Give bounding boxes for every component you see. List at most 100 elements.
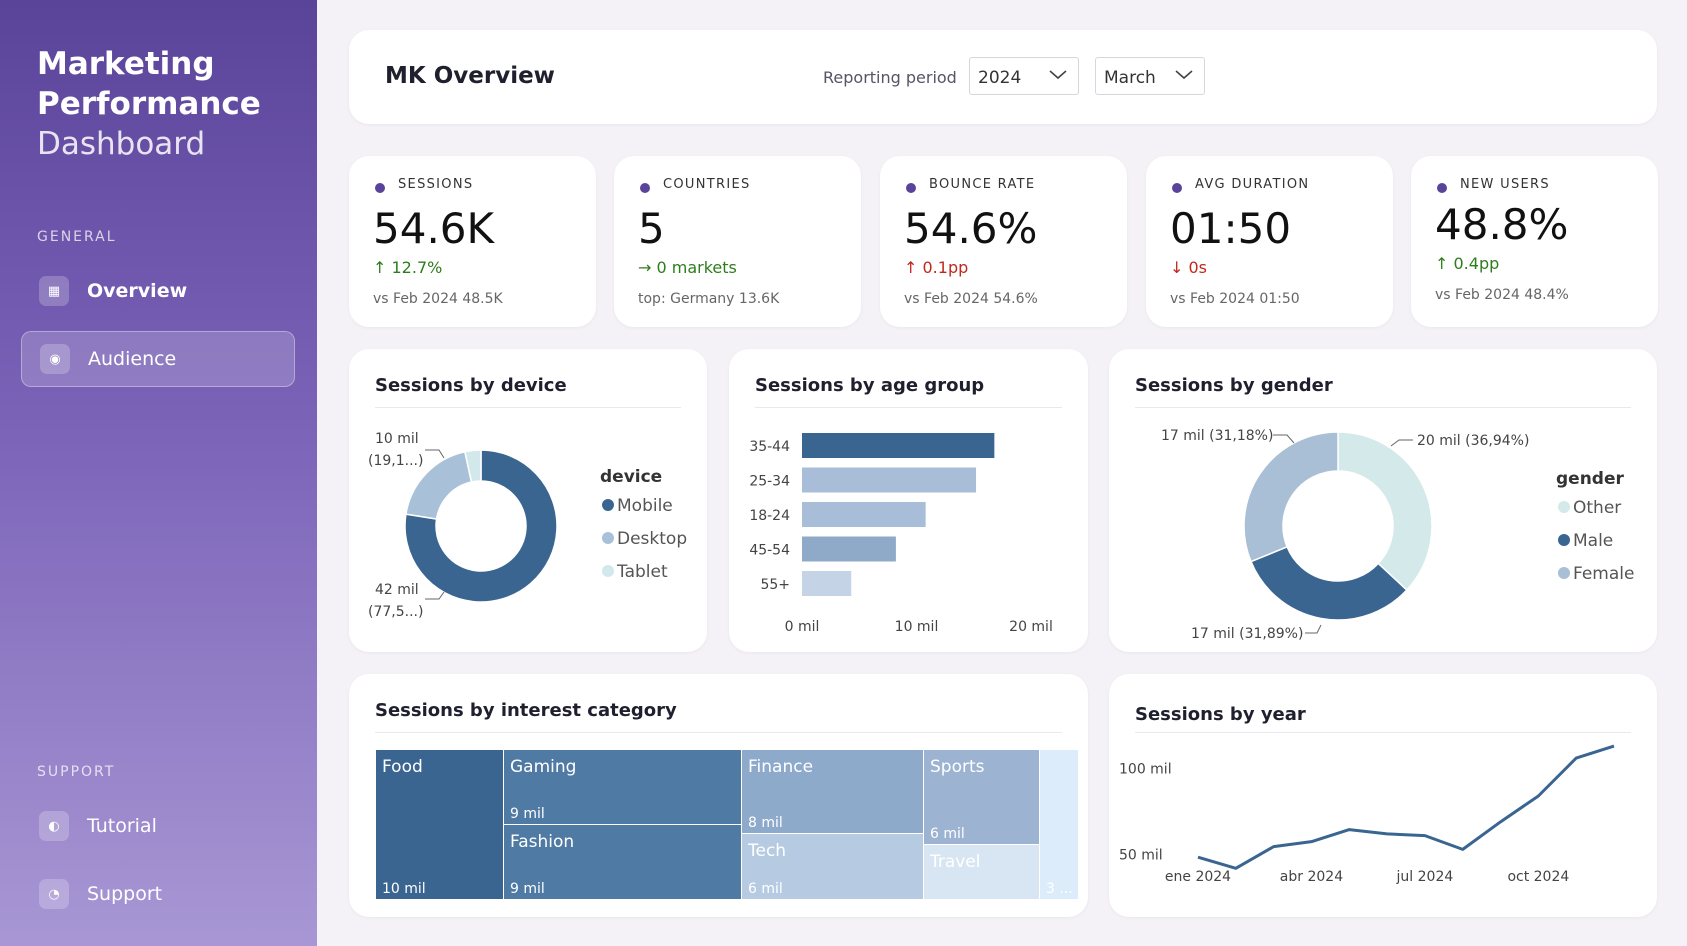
- divider: [375, 407, 681, 408]
- interest-chart-card: Sessions by interest category Food 10 mil…: [349, 674, 1088, 917]
- leader-line: [1305, 624, 1322, 634]
- legend-item-tablet: Tablet: [616, 562, 668, 582]
- kpi-value: 01:50: [1170, 204, 1292, 253]
- kpi-label: NEW USERS: [1460, 177, 1550, 192]
- age-bar-chart: 35-44 25-34 18-24 45-54 55+ 0 mil 10 mil 20 mil: [749, 433, 1053, 635]
- header-card: MK Overview Reporting period 2024 March: [349, 30, 1657, 124]
- y-tick-label: 50 mil: [1119, 848, 1163, 864]
- sidebar-item-tutorial[interactable]: ◐ Tutorial: [21, 798, 295, 854]
- sidebar-item-label: Audience: [88, 348, 177, 370]
- month-select-value: March: [1104, 68, 1156, 88]
- kpi-subtext: vs Feb 2024 48.5K: [373, 291, 503, 307]
- kpi-card-countries: COUNTRIES 5 → 0 markets top: Germany 13.…: [614, 156, 861, 327]
- sidebar-item-label: Tutorial: [87, 815, 157, 837]
- divider: [755, 407, 1062, 408]
- kpi-delta: → 0 markets: [638, 258, 737, 277]
- year-chart-card: Sessions by year 100 mil 50 mil ene 2024 ab…: [1109, 674, 1657, 917]
- gender-chart-card: Sessions by gender 20 mil (36,94%) 17 mil…: [1109, 349, 1657, 652]
- kpi-card-new-users: NEW USERS 48.8% ↑ 0.4pp vs Feb 2024 48.4…: [1411, 156, 1658, 327]
- kpi-delta: ↑ 0.4pp: [1435, 254, 1500, 273]
- treemap-value: 9 mil: [510, 806, 545, 822]
- legend-item-female: Female: [1573, 564, 1634, 584]
- sidebar-item-support[interactable]: ◔ Support: [21, 866, 295, 922]
- treemap-cell-fashion: [504, 825, 741, 899]
- chart-title: Sessions by gender: [1135, 375, 1333, 396]
- treemap-cell-travel: [924, 845, 1039, 899]
- kpi-label: BOUNCE RATE: [929, 177, 1036, 192]
- data-label: (19,1...): [368, 453, 423, 469]
- brand-title: Marketing Performance Dashboard: [37, 44, 261, 164]
- treemap-cell-tech: [742, 834, 923, 899]
- donut-slice-male: [1250, 545, 1408, 621]
- donut-slice-tablet: [463, 449, 482, 483]
- half-circle-icon: ◐: [39, 811, 69, 841]
- month-select[interactable]: March: [1095, 57, 1205, 95]
- treemap-value: 6 mil: [748, 881, 783, 897]
- y-tick-label: 100 mil: [1119, 761, 1172, 777]
- kpi-card-bounce-rate: BOUNCE RATE 54.6% ↑ 0.1pp vs Feb 2024 54…: [880, 156, 1127, 327]
- kpi-value: 54.6%: [904, 204, 1038, 253]
- divider: [1135, 732, 1631, 733]
- bar-35-44: [802, 433, 995, 458]
- bullet-icon: [375, 183, 385, 193]
- reporting-period-label: Reporting period: [823, 68, 957, 87]
- bullet-icon: [640, 183, 650, 193]
- gender-donut-chart: 20 mil (36,94%) 17 mil (31,89%) 17 mil (31…: [1161, 428, 1634, 642]
- device-donut-chart: 42 mil (77,5...) 10 mil (19,1...) device Mobi…: [368, 431, 687, 620]
- treemap-value: 10 mil: [382, 881, 426, 897]
- data-label: 42 mil: [375, 582, 419, 598]
- sidebar-item-overview[interactable]: ▦ Overview: [21, 263, 295, 319]
- device-chart-card: Sessions by device 42 mil (77,5...) 10 mil…: [349, 349, 707, 652]
- data-label: 10 mil: [375, 431, 419, 447]
- treemap-cell-sports: [924, 750, 1039, 844]
- page-title: MK Overview: [385, 63, 555, 89]
- bullet-icon: [1172, 183, 1182, 193]
- legend-item-male: Male: [1573, 531, 1613, 551]
- chevron-down-icon: [1175, 70, 1193, 80]
- interest-treemap: Food 10 mil Gaming 9 mil Fashion 9 mil Finance…: [376, 750, 1078, 899]
- kpi-subtext: vs Feb 2024 54.6%: [904, 291, 1038, 307]
- sidebar-item-label: Overview: [87, 280, 188, 302]
- divider: [1135, 407, 1631, 408]
- treemap-value: 8 mil: [748, 815, 783, 831]
- bar-45-54: [802, 536, 896, 562]
- legend-swatch: [1558, 534, 1570, 546]
- legend-item-other: Other: [1573, 498, 1621, 518]
- series-line: [1197, 744, 1615, 870]
- x-tick-label: oct 2024: [1507, 869, 1569, 885]
- kpi-value: 48.8%: [1435, 200, 1569, 249]
- treemap-label: Finance: [748, 757, 813, 777]
- x-tick-label: 10 mil: [895, 619, 939, 635]
- kpi-label: SESSIONS: [398, 177, 474, 192]
- treemap-label: Food: [382, 757, 423, 777]
- kpi-subtext: vs Feb 2024 01:50: [1170, 291, 1300, 307]
- legend-swatch: [1558, 567, 1570, 579]
- legend-item-desktop: Desktop: [617, 529, 687, 549]
- x-tick-label: ene 2024: [1165, 869, 1231, 885]
- year-select[interactable]: 2024: [969, 57, 1079, 95]
- data-label: 20 mil (36,94%): [1417, 433, 1529, 449]
- pie-icon: ◔: [39, 879, 69, 909]
- kpi-card-sessions: SESSIONS 54.6K ↑ 12.7% vs Feb 2024 48.5K: [349, 156, 596, 327]
- bar-25-34: [802, 467, 977, 493]
- circle-icon: ◉: [40, 344, 70, 374]
- sidebar-item-audience[interactable]: ◉ Audience: [21, 331, 295, 387]
- category-label: 35-44: [749, 439, 790, 455]
- legend-swatch: [1558, 501, 1570, 513]
- brand-line-2: Performance: [37, 86, 261, 122]
- treemap-label: Travel: [929, 852, 981, 872]
- sidebar-item-label: Support: [87, 883, 163, 905]
- data-label: (77,5...): [368, 604, 423, 620]
- donut-slice-female: [1243, 431, 1339, 563]
- bullet-icon: [906, 183, 916, 193]
- x-tick-label: abr 2024: [1280, 869, 1343, 885]
- kpi-delta: ↑ 0.1pp: [904, 258, 969, 277]
- divider: [375, 732, 1062, 733]
- treemap-label: Fashion: [510, 832, 574, 852]
- kpi-value: 54.6K: [373, 204, 495, 253]
- x-tick-label: 0 mil: [785, 619, 820, 635]
- category-label: 18-24: [749, 508, 790, 524]
- category-label: 45-54: [749, 543, 790, 559]
- chart-title: Sessions by device: [375, 375, 567, 396]
